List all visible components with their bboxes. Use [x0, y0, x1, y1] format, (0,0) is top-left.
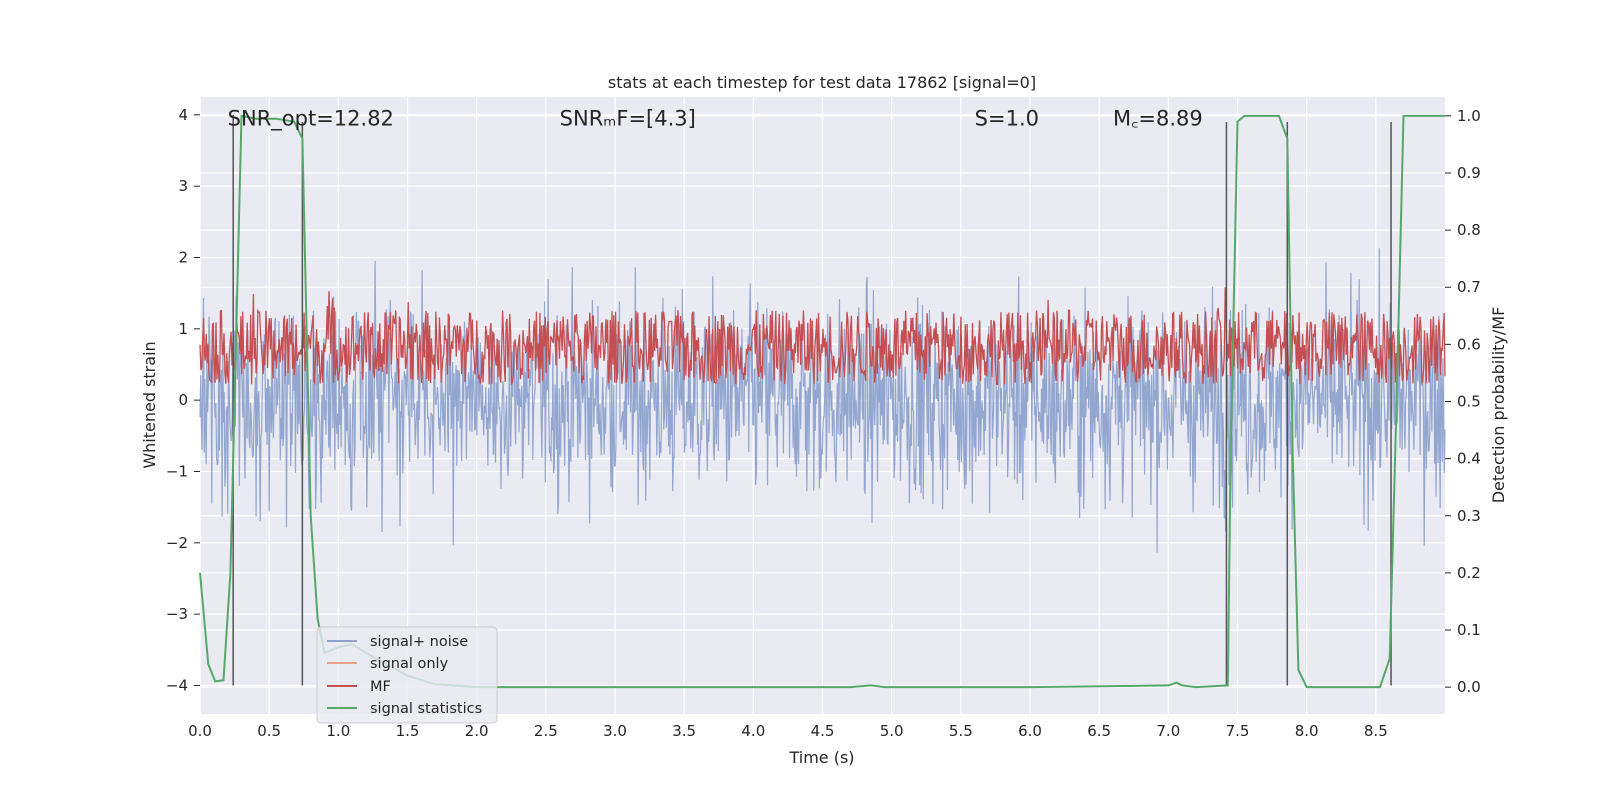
- y-tick-label: 0: [178, 391, 188, 409]
- x-tick-label: 2.5: [534, 722, 558, 740]
- x-tick-label: 7.0: [1156, 722, 1180, 740]
- y-tick-label: 1: [178, 320, 188, 338]
- x-tick-label: 6.0: [1018, 722, 1042, 740]
- x-tick-label: 8.5: [1364, 722, 1388, 740]
- series-signal-statistics: [199, 114, 1445, 689]
- x-tick-label: 1.5: [396, 722, 420, 740]
- x-tick-label: 7.5: [1226, 722, 1250, 740]
- x-tick-label: 5.0: [880, 722, 904, 740]
- annotation-text: M꜀=8.89: [1113, 106, 1203, 130]
- x-tick-label: 6.5: [1087, 722, 1111, 740]
- x-tick-label: 3.5: [672, 722, 696, 740]
- x-tick-label: 4.5: [811, 722, 835, 740]
- y2-tick-label: 1.0: [1457, 107, 1481, 125]
- x-tick-label: 0.5: [257, 722, 281, 740]
- legend-box: [316, 626, 498, 724]
- x-tick-label: 3.0: [603, 722, 627, 740]
- y2-tick-label: 0.2: [1457, 564, 1481, 582]
- y-tick-label: −2: [166, 534, 188, 552]
- y-tick-label: −3: [166, 605, 188, 623]
- annotation-text: SNR_opt=12.82: [228, 106, 394, 131]
- y-tick-label: 3: [178, 177, 188, 195]
- legend-label-mf: MF: [370, 679, 391, 695]
- y2-tick-label: 0.7: [1457, 278, 1481, 296]
- tick-labels: 0.0 0.5 1.0 1.5 2.0 2.5 3.0 3.5 4.0 4.5 5.0 5.5 6.0 6…: [166, 106, 1481, 740]
- y-tick-label: −1: [166, 462, 188, 480]
- y2-tick-label: 0.8: [1457, 221, 1481, 239]
- y-tick-label: −4: [166, 676, 188, 694]
- y2-tick-label: 0.4: [1457, 450, 1481, 468]
- x-tick-label: 5.5: [949, 722, 973, 740]
- chart-title: stats at each timestep for test data 178…: [608, 73, 1036, 92]
- legend: signal+ noise signal only MF signal stat…: [316, 626, 498, 724]
- x-tick-label: 4.0: [741, 722, 765, 740]
- y2-tick-label: 0.6: [1457, 335, 1481, 353]
- y-axis-label: Whitened strain: [140, 341, 159, 468]
- x-tick-label: 0.0: [188, 722, 212, 740]
- x-axis-label: Time (s): [788, 748, 854, 767]
- annotation-text: SNRₘF=[4.3]: [560, 106, 696, 130]
- annotation-text: S=1.0: [975, 106, 1039, 130]
- y2-tick-label: 0.9: [1457, 164, 1481, 182]
- y2-tick-label: 0.0: [1457, 678, 1481, 696]
- y2-tick-label: 0.3: [1457, 507, 1481, 525]
- legend-label-signal-statistics: signal statistics: [370, 701, 482, 717]
- x-tick-label: 8.0: [1295, 722, 1319, 740]
- y-tick-label: 2: [178, 248, 188, 266]
- signal-statistics-line: [199, 114, 1445, 689]
- legend-label-signal-only: signal only: [370, 656, 449, 672]
- series-mf: [199, 287, 1446, 386]
- y2-tick-label: 0.5: [1457, 393, 1481, 411]
- annotations: SNR_opt=12.82 SNRₘF=[4.3] S=1.0 M꜀=8.89: [228, 106, 1203, 131]
- x-tick-label: 1.0: [326, 722, 350, 740]
- y2-axis-label: Detection probability/MF: [1489, 307, 1508, 504]
- mf-line: [199, 287, 1446, 386]
- y-tick-label: 4: [178, 106, 188, 124]
- legend-label-signal-noise: signal+ noise: [370, 634, 468, 650]
- x-tick-label: 2.0: [465, 722, 489, 740]
- y2-tick-label: 0.1: [1457, 621, 1481, 639]
